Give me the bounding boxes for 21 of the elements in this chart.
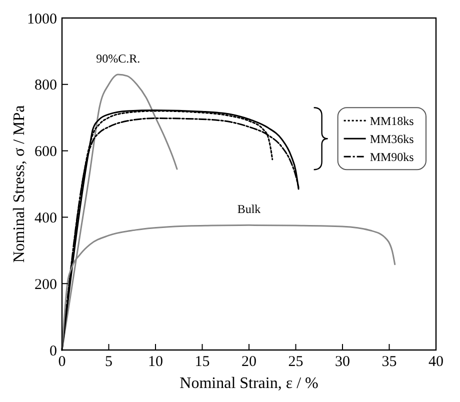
x-tick-label: 20 — [242, 354, 256, 370]
series-label: 90%C.R. — [96, 51, 140, 66]
x-tick-label: 30 — [335, 354, 350, 370]
y-tick-label: 400 — [34, 210, 57, 226]
x-axis-title: Nominal Strain, ε / % — [180, 375, 318, 392]
y-tick-label: 600 — [34, 144, 57, 160]
legend-label: MM90ks — [370, 150, 414, 164]
y-tick-label: 1000 — [27, 11, 57, 28]
y-tick-label: 200 — [34, 276, 57, 293]
series-label: Bulk — [237, 202, 261, 216]
y-tick-label: 0 — [50, 343, 57, 360]
legend-label: MM36ks — [370, 132, 414, 146]
legend-label: MM18ks — [370, 114, 414, 128]
x-tick-label: 5 — [105, 354, 112, 370]
x-tick-label: 35 — [382, 354, 397, 370]
y-axis-title: Nominal Stress, σ / MPa — [11, 105, 28, 263]
x-tick-label: 15 — [194, 354, 210, 370]
x-tick-label: 40 — [428, 354, 444, 370]
y-tick-label: 800 — [34, 78, 57, 94]
x-tick-label: 25 — [288, 354, 304, 370]
x-tick-label: 10 — [148, 354, 163, 370]
